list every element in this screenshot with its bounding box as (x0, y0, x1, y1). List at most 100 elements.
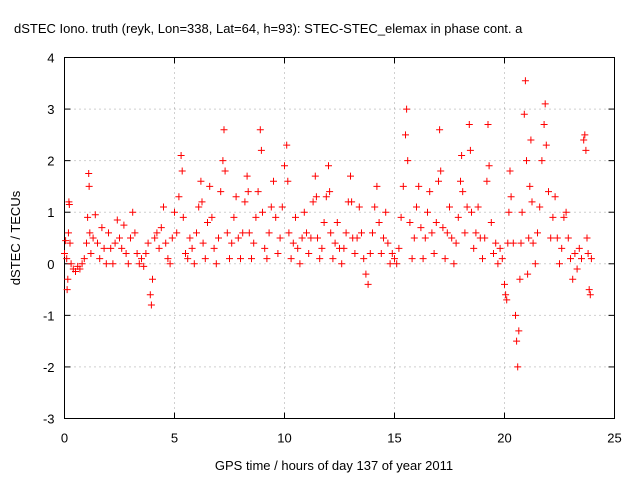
data-point-marker (230, 213, 238, 221)
data-point-marker (518, 208, 526, 216)
data-point-marker (204, 219, 211, 227)
data-point-marker (397, 213, 405, 221)
data-point-marker (540, 121, 548, 129)
x-tick-label: 0 (61, 431, 68, 446)
data-point-marker (300, 208, 308, 216)
data-point-marker (437, 167, 445, 175)
data-point-marker (441, 255, 449, 263)
data-point-marker (292, 213, 299, 221)
data-point-marker (578, 255, 585, 263)
data-point-marker (283, 141, 291, 149)
data-point-marker (122, 249, 130, 257)
data-point-marker (226, 255, 233, 263)
data-point-marker (147, 301, 155, 309)
data-point-marker (265, 229, 273, 237)
data-point-marker (513, 337, 521, 345)
data-point-marker (373, 182, 381, 190)
data-point-marker (168, 234, 176, 242)
data-point-marker (84, 213, 92, 221)
data-point-marker (454, 213, 462, 221)
data-point-marker (250, 239, 258, 247)
data-point-marker (305, 249, 313, 257)
data-point-marker (369, 229, 376, 237)
data-point-marker (245, 229, 253, 237)
data-point-marker (212, 260, 220, 268)
data-point-marker (284, 177, 292, 185)
data-point-marker (507, 193, 515, 201)
data-point-marker (391, 255, 398, 263)
data-point-marker (484, 121, 492, 129)
data-point-marker (528, 198, 536, 206)
data-point-marker (66, 239, 74, 247)
data-point-marker (520, 110, 528, 118)
data-point-marker (120, 221, 128, 229)
data-point-marker (64, 275, 72, 283)
data-point-marker (63, 286, 71, 294)
data-point-marker (65, 200, 73, 208)
data-point-marker (116, 234, 123, 242)
y-tick-label: 1 (47, 205, 54, 220)
x-tick-label: 5 (171, 431, 178, 446)
data-point-marker (403, 105, 411, 113)
data-point-marker (501, 280, 508, 288)
data-point-marker (177, 151, 185, 159)
data-point-marker (72, 268, 79, 276)
data-point-marker (436, 126, 444, 134)
data-point-marker (228, 239, 236, 247)
data-point-marker (553, 234, 561, 242)
data-point-marker (417, 224, 425, 232)
data-point-marker (85, 182, 93, 190)
data-point-marker (157, 224, 165, 232)
data-point-marker (76, 265, 84, 273)
x-tick-label: 20 (497, 431, 511, 446)
data-point-marker (408, 255, 416, 263)
data-point-marker (571, 249, 579, 257)
x-axis-title: GPS time / hours of day 137 of year 2011 (215, 458, 453, 473)
data-point-marker (503, 296, 511, 304)
data-point-marker (526, 182, 534, 190)
data-point-marker (289, 239, 297, 247)
data-point-marker (195, 203, 203, 211)
data-point-marker (89, 234, 97, 242)
data-point-marker (91, 211, 99, 219)
data-point-marker (569, 275, 577, 283)
data-point-marker (366, 249, 374, 257)
data-point-marker (243, 172, 251, 180)
data-point-marker (358, 229, 365, 237)
data-point-marker (545, 188, 552, 196)
data-point-marker (538, 157, 546, 165)
data-point-marker (494, 260, 502, 268)
data-point-marker (129, 208, 137, 216)
data-point-marker (583, 234, 591, 242)
data-point-marker (312, 193, 320, 201)
data-point-marker (105, 229, 112, 237)
data-point-marker (404, 157, 412, 165)
data-point-marker (505, 208, 513, 216)
data-point-marker (83, 239, 90, 247)
data-point-marker (160, 203, 167, 211)
data-point-marker (333, 219, 341, 227)
data-point-marker (347, 172, 354, 180)
data-point-marker (219, 157, 227, 165)
data-point-marker (220, 126, 228, 134)
data-point-marker (562, 208, 570, 216)
data-point-marker (248, 255, 255, 263)
data-point-marker (380, 234, 387, 242)
data-point-marker (465, 121, 473, 129)
data-point-marker (144, 239, 152, 247)
data-point-marker (551, 193, 559, 201)
data-point-marker (459, 188, 467, 196)
data-point-marker (80, 255, 88, 263)
data-point-marker (512, 311, 519, 319)
data-point-marker (342, 229, 350, 237)
data-point-marker (263, 255, 271, 263)
y-tick-label: 3 (47, 102, 54, 117)
data-point-marker (430, 249, 438, 257)
y-tick-label: 2 (47, 154, 54, 169)
data-point-marker (149, 275, 156, 283)
data-point-marker (585, 286, 593, 294)
y-axis-title: dSTEC / TECUs (8, 190, 23, 285)
data-point-marker (415, 182, 423, 190)
data-point-marker (458, 151, 466, 159)
data-point-marker (217, 188, 225, 196)
